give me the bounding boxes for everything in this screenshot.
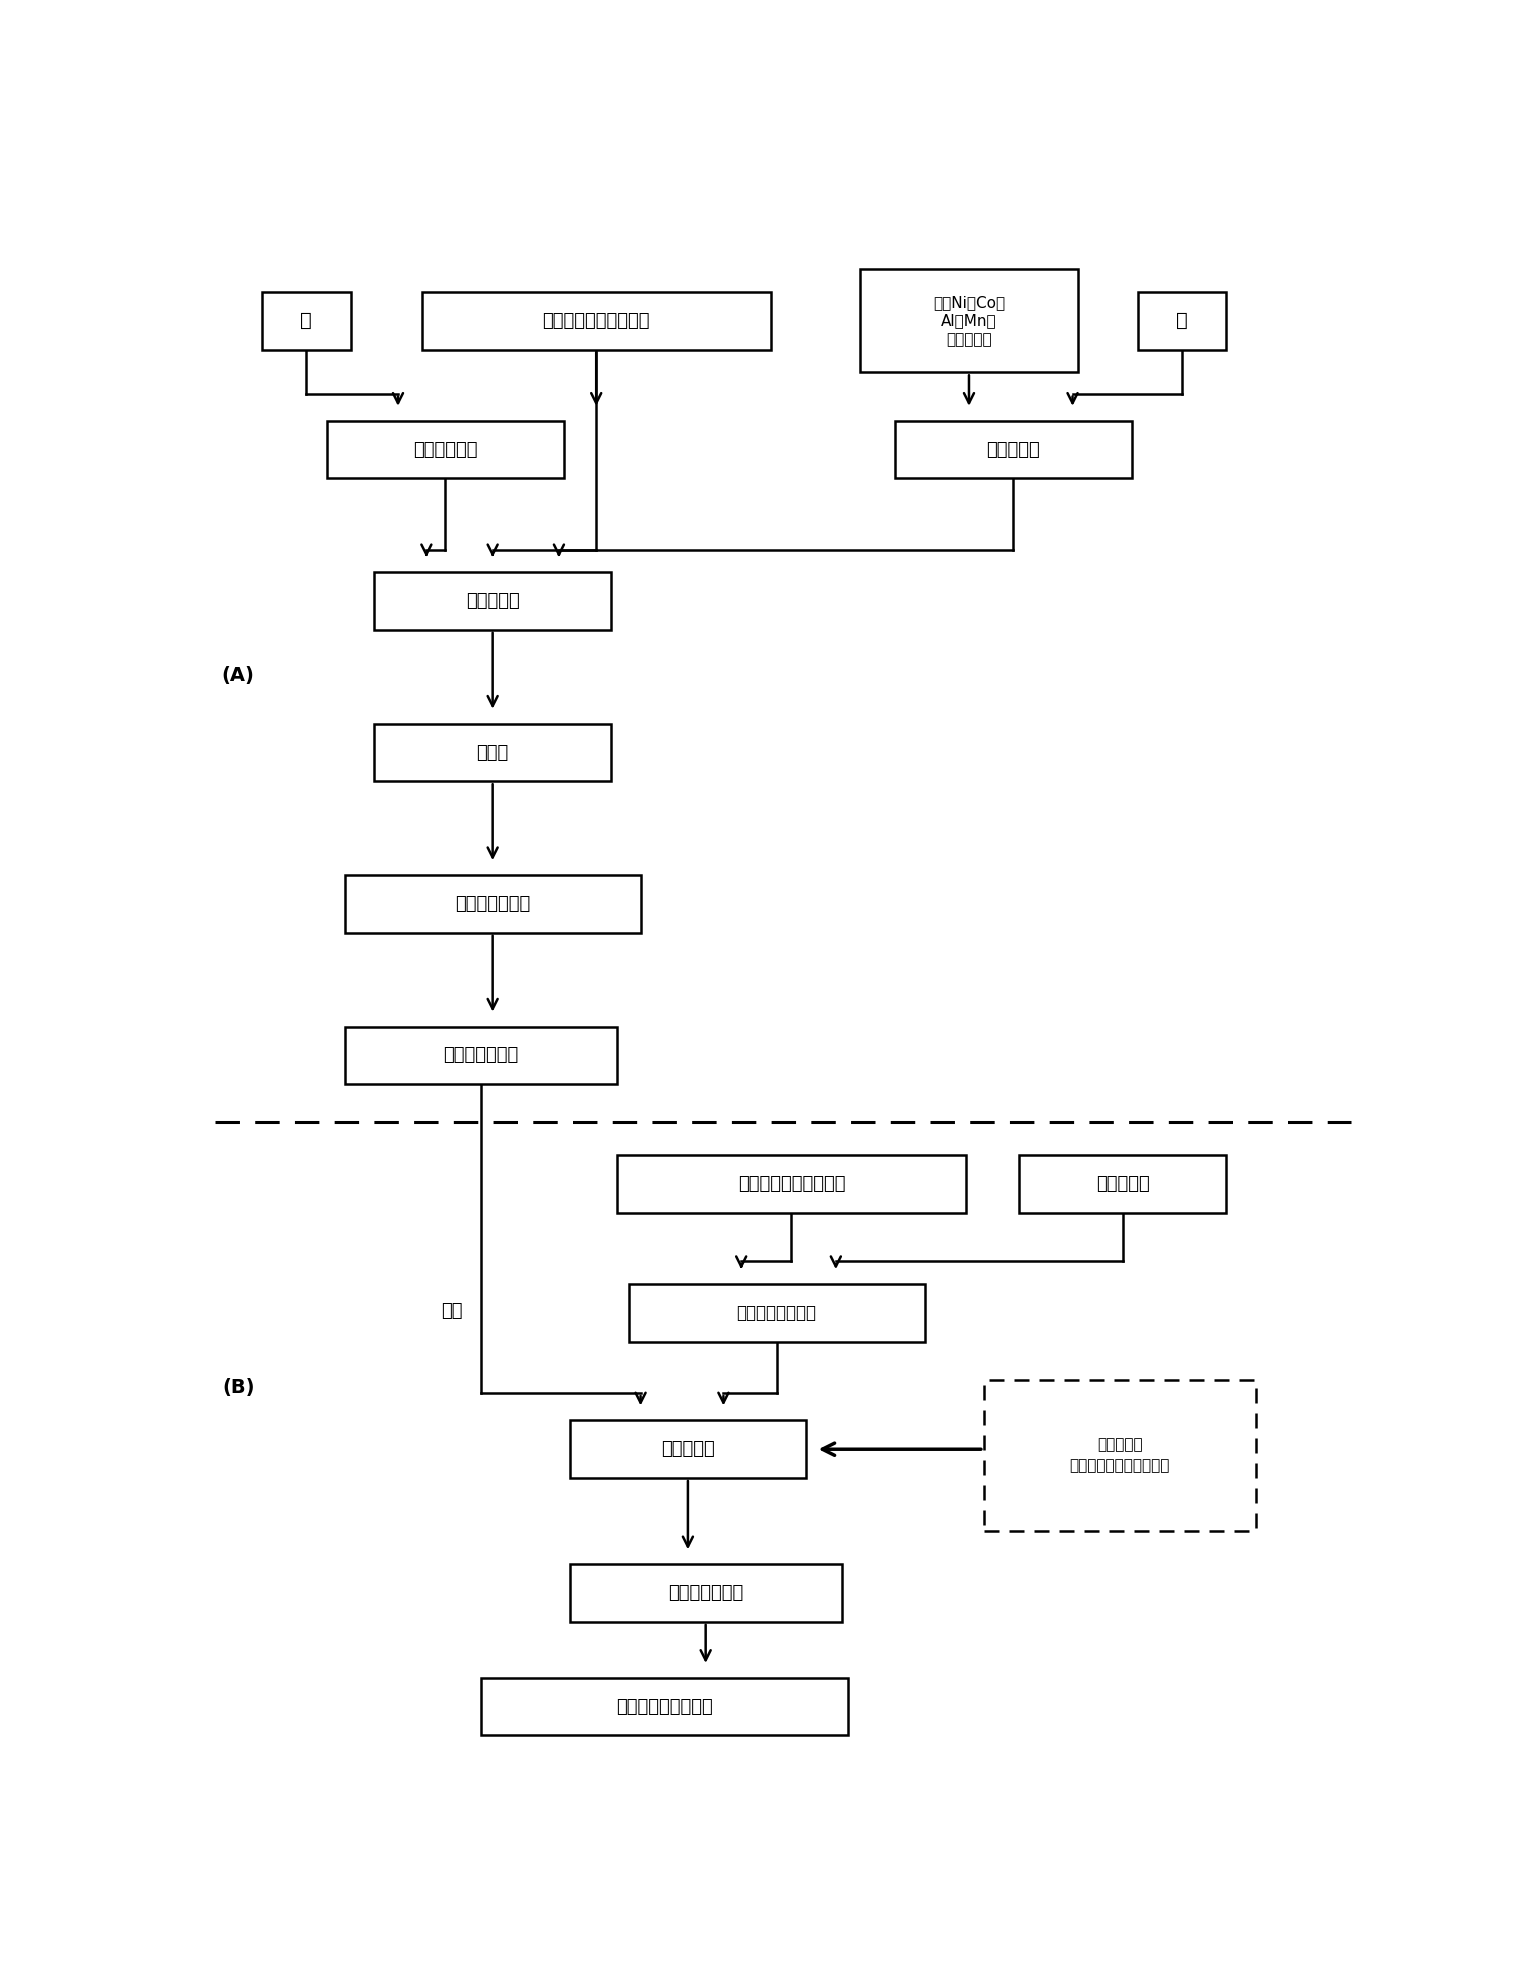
Bar <box>1138 291 1226 350</box>
Bar <box>263 291 351 350</box>
Text: 碱性水溶液＋铵水溶液: 碱性水溶液＋铵水溶液 <box>542 313 651 330</box>
Text: 添加: 添加 <box>441 1302 463 1320</box>
Text: 成分调整用水溶液: 成分调整用水溶液 <box>736 1304 817 1322</box>
Text: 粒子（核）生长: 粒子（核）生长 <box>667 1583 744 1601</box>
Text: 镍复合氢氧化物粒子: 镍复合氢氧化物粒子 <box>615 1698 713 1715</box>
Text: 反应前水溶液: 反应前水溶液 <box>414 441 478 458</box>
Bar <box>629 1284 925 1341</box>
Bar <box>345 1027 617 1084</box>
Text: 粒子（核）生长: 粒子（核）生长 <box>443 1046 519 1064</box>
Text: (B): (B) <box>221 1377 255 1397</box>
Text: 碱性水溶液＋铵水溶液: 碱性水溶液＋铵水溶液 <box>738 1174 846 1194</box>
Bar <box>374 724 611 781</box>
Bar <box>1020 1155 1226 1214</box>
Text: 含有核的水溶液: 含有核的水溶液 <box>455 895 530 913</box>
Bar <box>570 1420 806 1477</box>
Bar <box>345 875 640 932</box>
Bar <box>983 1379 1255 1530</box>
Text: 混合水溶液: 混合水溶液 <box>986 441 1040 458</box>
Text: 核生成: 核生成 <box>476 744 508 761</box>
Bar <box>860 269 1078 372</box>
Bar <box>421 291 771 350</box>
Text: 反应水溶液: 反应水溶液 <box>661 1440 715 1458</box>
Text: 水: 水 <box>1176 311 1188 330</box>
Text: 水: 水 <box>301 311 312 330</box>
Bar <box>570 1564 841 1623</box>
Bar <box>895 421 1132 478</box>
Text: 混合水溶液: 混合水溶液 <box>1096 1174 1150 1194</box>
Bar <box>481 1678 847 1735</box>
Bar <box>374 572 611 629</box>
Text: 反应水溶液: 反应水溶液 <box>466 592 519 610</box>
Text: 含有Ni、Co、
Al、Mn的
金属化合物: 含有Ni、Co、 Al、Mn的 金属化合物 <box>933 295 1005 346</box>
Bar <box>327 421 563 478</box>
Bar <box>617 1155 967 1214</box>
Text: 环境的切换
混合水溶液的组成的切换: 环境的切换 混合水溶液的组成的切换 <box>1070 1438 1170 1473</box>
Text: (A): (A) <box>221 665 255 685</box>
